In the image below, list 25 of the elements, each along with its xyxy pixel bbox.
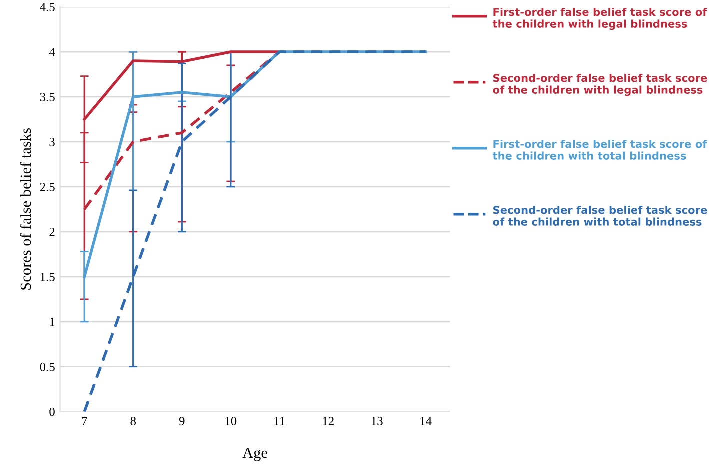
y-tick-label: 2 (50, 228, 55, 236)
x-tick-label: 13 (372, 417, 383, 426)
y-tick-label: 1.5 (40, 272, 55, 282)
y-tick-label: 4.5 (40, 3, 55, 12)
legend-label: First-order false belief task score of the children with legal blindness (492, 8, 708, 30)
y-tick-label: 4 (49, 48, 56, 56)
x-tick-label: 8 (130, 417, 136, 426)
y-tick-label: 2.5 (40, 183, 55, 192)
x-tick-label: 12 (323, 417, 334, 426)
x-tick-label: 11 (274, 417, 285, 426)
y-tick-label: 3.5 (40, 93, 55, 102)
x-tick-label: 7 (82, 417, 88, 426)
x-axis-title: Age (242, 448, 268, 462)
y-tick-label: 0.5 (40, 362, 55, 372)
y-tick-label: 3 (50, 138, 55, 146)
legend-label: First-order false belief task score of the children with total blindness (492, 140, 708, 160)
x-tick-label: 14 (420, 417, 432, 426)
line-series (83, 50, 428, 412)
y-tick-label: 0 (50, 408, 55, 416)
y-tick-label: 1 (50, 318, 55, 326)
legend-label: Second-order false belief task score of the children with legal blindness (493, 74, 708, 96)
legend-label: Second-order false belief task score of the children with total blindness (493, 206, 708, 226)
y-axis-title: Scores of false belief tasks (20, 128, 32, 290)
x-tick-label: 10 (226, 417, 237, 426)
x-tick-label: 9 (179, 417, 185, 426)
